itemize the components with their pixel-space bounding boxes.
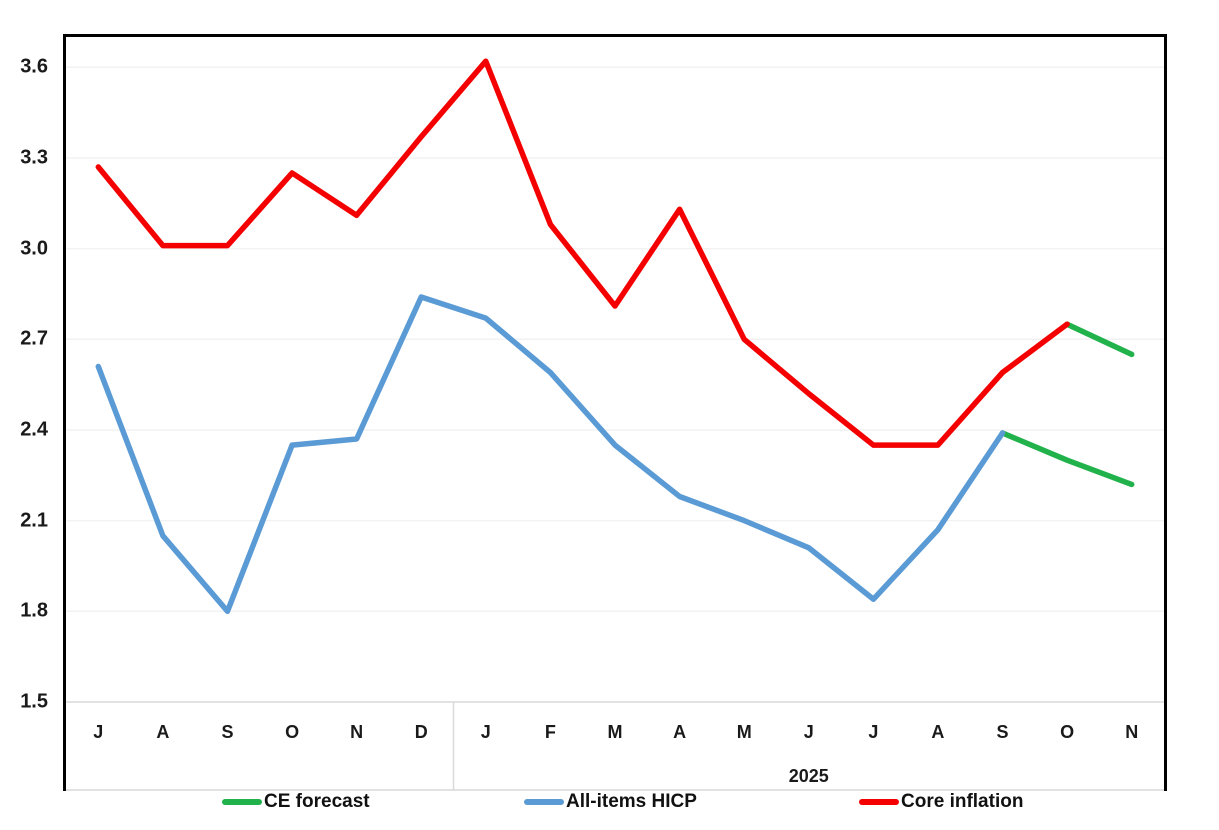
y-axis-tick-label: 2.1 [20, 509, 48, 532]
x-axis-month-label: M [607, 722, 623, 742]
legend-label: All-items HICP [566, 791, 697, 812]
x-axis-month-label: S [221, 722, 234, 742]
y-axis-tick-label: 2.7 [20, 327, 48, 350]
series-line-core-inflation [95, 58, 1070, 448]
x-axis-month-label: J [803, 722, 814, 742]
legend-item: All-items HICP [524, 791, 697, 812]
x-axis-month-label: A [156, 722, 170, 742]
x-axis-month-label: N [350, 722, 364, 742]
legend-label: Core inflation [901, 791, 1024, 812]
x-axis-month-label: A [931, 722, 945, 742]
series-line-ce-forecast [999, 430, 1135, 488]
y-axis-tick-label: 3.3 [20, 146, 48, 169]
y-axis-tick-label: 1.8 [20, 599, 48, 622]
x-axis-month-label: O [285, 722, 300, 742]
legend-item: Core inflation [859, 791, 1024, 812]
x-axis-month-label: O [1060, 722, 1075, 742]
x-axis-month-label: J [93, 722, 104, 742]
x-axis-month-label: F [544, 722, 556, 742]
x-axis-month-label: J [480, 722, 491, 742]
x-axis-month-label: D [414, 722, 428, 742]
y-axis-tick-label: 3.0 [20, 237, 48, 260]
y-axis-tick-label: 3.6 [20, 55, 48, 78]
x-axis-year-label: 2025 [788, 766, 829, 786]
legend-swatch-icon [859, 799, 899, 805]
legend-item: CE forecast [222, 791, 370, 812]
series-line-ce-forecast [1064, 321, 1135, 358]
x-axis-month-label: A [673, 722, 687, 742]
y-axis-tick-label: 2.4 [20, 418, 48, 441]
legend-swatch-icon [524, 799, 564, 805]
legend-swatch-icon [222, 799, 262, 805]
x-axis-month-label: M [736, 722, 752, 742]
x-axis-month-label: S [996, 722, 1009, 742]
y-axis-tick-label: 1.5 [20, 690, 48, 713]
x-axis-month-label: J [868, 722, 879, 742]
series-line-all-items-hicp [95, 294, 1006, 615]
x-axis-month-label: N [1125, 722, 1139, 742]
legend-label: CE forecast [264, 791, 370, 812]
